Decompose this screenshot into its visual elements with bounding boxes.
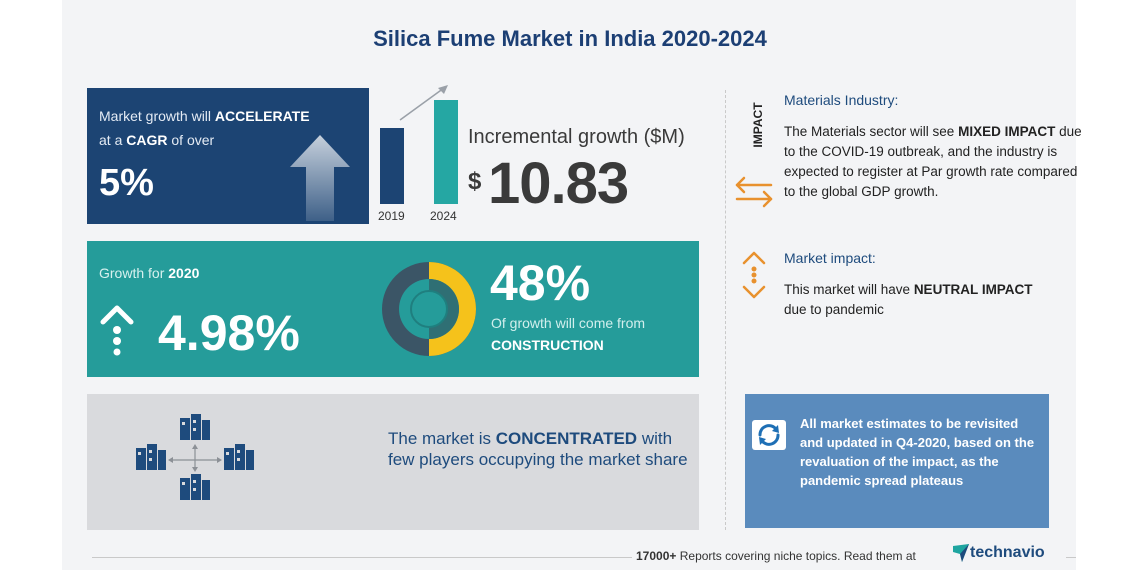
swap-arrows-icon: [735, 176, 773, 208]
concentration-bold: CONCENTRATED: [495, 429, 638, 448]
bar-label-2024: 2024: [430, 209, 457, 223]
cagr-line2-prefix: at a: [99, 132, 123, 148]
refresh-icon: [752, 420, 786, 450]
growth-label-prefix: Growth for: [99, 265, 165, 281]
footer-divider-left: [92, 557, 632, 558]
concentration-rest: with few players occupying the market sh…: [388, 429, 688, 469]
bar-label-2019: 2019: [378, 209, 405, 223]
market-impact-title: Market impact:: [784, 250, 876, 266]
vertical-divider: [725, 90, 726, 530]
cagr-line2-suffix: of over: [171, 132, 215, 148]
trend-arrow-icon: [399, 85, 448, 121]
cagr-accelerate-text: ACCELERATE: [214, 108, 310, 124]
footer-divider-right: [1066, 557, 1076, 558]
footer-text: 17000+ Reports covering niche topics. Re…: [636, 549, 916, 563]
concentration-box: [87, 394, 699, 530]
technavio-brand[interactable]: technavio: [970, 544, 1045, 561]
up-arrow-icon: [290, 135, 350, 221]
share-segment: CONSTRUCTION: [491, 337, 604, 353]
impact-label-text: IMPACT: [751, 102, 765, 148]
market-body-bold: NEUTRAL IMPACT: [913, 282, 1033, 297]
cagr-line1-prefix: Market growth will: [99, 108, 212, 124]
network-icon: [136, 414, 254, 500]
growth-2020-value: 4.98%: [158, 305, 300, 361]
technavio-logo-icon[interactable]: [953, 544, 969, 562]
growth-up-icon: [100, 305, 134, 356]
bar-2019: [380, 128, 404, 204]
incremental-growth-value: 10.83: [488, 151, 629, 216]
footer-caption: Reports covering niche topics. Read them…: [679, 549, 916, 563]
materials-industry-title: Materials Industry:: [784, 92, 899, 108]
donut-icon: [382, 262, 476, 356]
incremental-growth-label: Incremental growth ($M): [468, 126, 685, 148]
materials-body-bold: MIXED IMPACT: [958, 124, 1056, 139]
cagr-value: 5%: [99, 162, 154, 204]
concentration-prefix: The market is: [388, 429, 491, 448]
growth-year-label: Growth for 2020: [99, 265, 199, 281]
footer-count: 17000+: [636, 549, 677, 563]
estimates-note-box: [745, 394, 1049, 528]
cagr-text: CAGR: [126, 132, 168, 148]
market-impact-body: This market will have NEUTRAL IMPACT due…: [784, 280, 1054, 320]
impact-vertical-label: IMPACT: [750, 96, 766, 156]
bar-2024: [434, 100, 458, 204]
growth-label-year: 2020: [168, 265, 200, 281]
concentration-text: The market is CONCENTRATED with few play…: [388, 428, 688, 470]
materials-body-suffix: due to the COVID-19 outbreak, and the in…: [784, 124, 1082, 199]
estimates-note-text: All market estimates to be revisited and…: [800, 416, 1035, 488]
materials-industry-body: The Materials sector will see MIXED IMPA…: [784, 122, 1084, 202]
share-value: 48%: [490, 255, 591, 311]
cagr-line-2: at a CAGR of over: [99, 132, 214, 148]
market-body-prefix: This market will have: [784, 282, 911, 297]
share-text: Of growth will come from: [491, 315, 646, 331]
market-body-suffix: due to pandemic: [784, 302, 884, 317]
materials-body-prefix: The Materials sector will see: [784, 124, 955, 139]
page-title: Silica Fume Market in India 2020-2024: [373, 26, 767, 51]
up-down-arrows-icon: [742, 251, 766, 299]
incremental-currency: $: [468, 168, 482, 195]
cagr-line-1: Market growth will ACCELERATE: [99, 108, 310, 124]
